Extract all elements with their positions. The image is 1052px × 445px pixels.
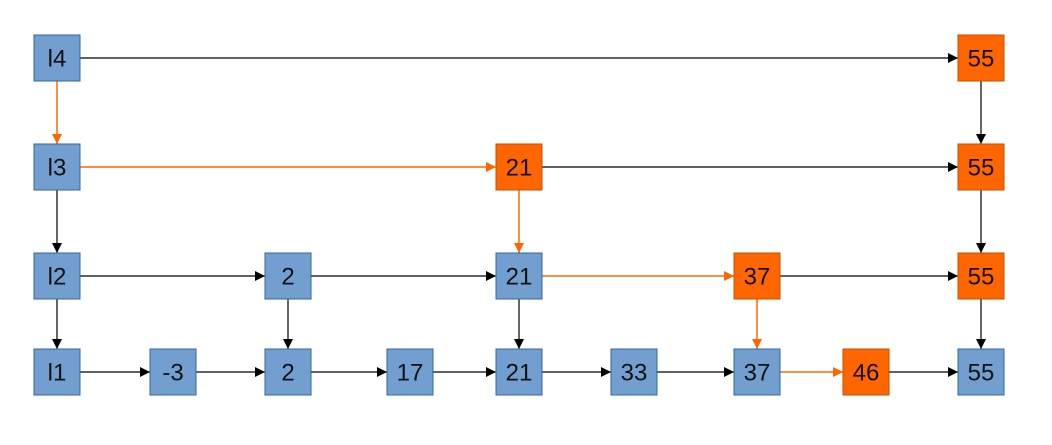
node-l3_55: 55	[957, 143, 1005, 191]
node-box-l1_2	[264, 348, 312, 396]
node-l1_55: 55	[957, 348, 1005, 396]
nodes-layer: l4 55 l3 21 55 l2 2 21 37 55 l1 -3 2 17 21 33 37 46 55	[33, 34, 1005, 396]
node-box-l4_55	[957, 34, 1005, 82]
node-l1_33: 33	[610, 348, 658, 396]
node-box-l1_33	[610, 348, 658, 396]
node-label-l2_21: 21	[506, 264, 533, 291]
node-label-l2: l2	[48, 264, 67, 291]
node-label-l1_21: 21	[506, 360, 533, 387]
node-label-l4_55: 55	[968, 46, 995, 73]
node-l1_37: 37	[733, 348, 781, 396]
node-l3: l3	[33, 143, 81, 191]
node-box-l1_46	[842, 348, 890, 396]
node-l3_21: 21	[495, 143, 543, 191]
edges-layer	[52, 53, 986, 377]
node-label-l1_46: 46	[853, 360, 880, 387]
node-box-l3_21	[495, 143, 543, 191]
node-box-l1	[33, 348, 81, 396]
node-label-l1: l1	[48, 360, 67, 387]
node-box-l1_17	[386, 348, 434, 396]
node-box-l3	[33, 143, 81, 191]
node-label-l1_2: 2	[281, 360, 294, 387]
node-l4_55: 55	[957, 34, 1005, 82]
node-l1_17: 17	[386, 348, 434, 396]
node-box-l1_37	[733, 348, 781, 396]
node-l2: l2	[33, 252, 81, 300]
node-label-l4: l4	[48, 46, 67, 73]
node-box-l4	[33, 34, 81, 82]
node-box-l1_21	[495, 348, 543, 396]
node-l2_37: 37	[733, 252, 781, 300]
node-l1_m3: -3	[149, 348, 197, 396]
node-l4: l4	[33, 34, 81, 82]
node-label-l1_17: 17	[397, 360, 424, 387]
node-box-l2_55	[957, 252, 1005, 300]
node-l1_2: 2	[264, 348, 312, 396]
node-l1_46: 46	[842, 348, 890, 396]
node-box-l1_55	[957, 348, 1005, 396]
node-label-l1_m3: -3	[162, 360, 183, 387]
node-box-l1_m3	[149, 348, 197, 396]
node-l2_2: 2	[264, 252, 312, 300]
node-label-l2_55: 55	[968, 264, 995, 291]
node-label-l3: l3	[48, 155, 67, 182]
node-box-l2_2	[264, 252, 312, 300]
node-label-l2_37: 37	[744, 264, 771, 291]
node-box-l2	[33, 252, 81, 300]
node-label-l1_37: 37	[744, 360, 771, 387]
node-l2_21: 21	[495, 252, 543, 300]
node-label-l1_55: 55	[968, 360, 995, 387]
node-l1: l1	[33, 348, 81, 396]
node-l2_55: 55	[957, 252, 1005, 300]
node-label-l1_33: 33	[621, 360, 648, 387]
node-label-l2_2: 2	[281, 264, 294, 291]
node-label-l3_21: 21	[506, 155, 533, 182]
node-box-l2_37	[733, 252, 781, 300]
node-box-l2_21	[495, 252, 543, 300]
node-l1_21: 21	[495, 348, 543, 396]
node-label-l3_55: 55	[968, 155, 995, 182]
node-box-l3_55	[957, 143, 1005, 191]
